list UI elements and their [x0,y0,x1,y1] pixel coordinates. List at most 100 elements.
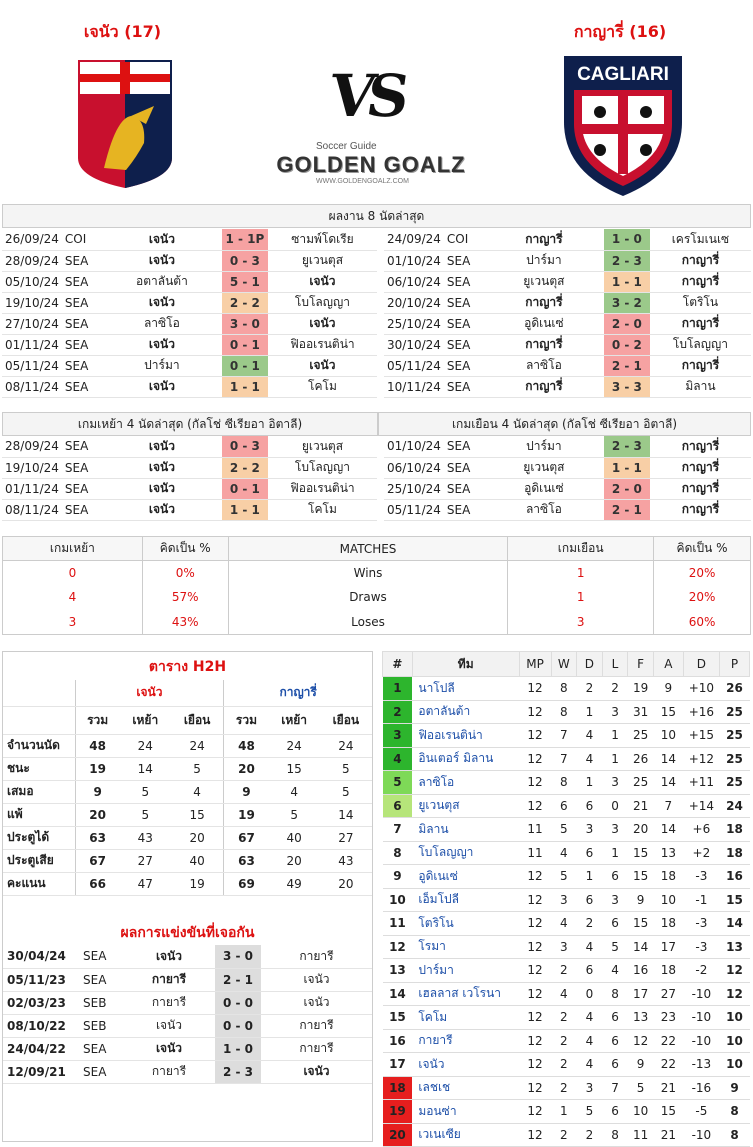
league-cell: 2 [551,1029,577,1053]
league-cell: 17 [653,935,684,959]
league-cell: 1 [602,841,628,865]
h2h-row: ชนะ 19 14 5 20 15 5 [3,757,372,781]
competition: SEA [443,292,484,314]
league-cell: 4 [602,958,628,983]
brand-small: Soccer Guide [316,141,377,152]
league-team: เวเนเซีย [412,1123,520,1147]
score: 2 - 2 [221,457,268,479]
league-cell: 15 [653,700,684,724]
match-date: 25/10/24 [384,478,444,500]
league-cell: -13 [683,1052,720,1077]
away-team: โบโลญญา [267,457,377,479]
league-cell: 15 [719,888,750,912]
match-date: 05/10/24 [2,271,62,293]
match-date: 01/10/24 [384,436,444,458]
league-cell: 12 [519,770,552,795]
league-team: ฟิออเรนติน่า [412,723,520,748]
h2h-cell: 69 [223,872,269,896]
match-date: 19/10/24 [2,457,62,479]
h2h-corner [3,680,76,707]
h2h-cell: 19 [223,803,269,827]
match-date: 28/09/24 [2,436,62,458]
league-cell: 12 [627,1029,654,1053]
match-row: 19/10/24 SEA เจนัว 2 - 2 โบโลญญา [2,292,377,314]
meet-date: 05/11/23 [3,968,79,992]
match-row: 20/10/24 SEA กาญารี่ 3 - 2 โตริโน [384,292,751,314]
league-cell: 8 [602,1123,628,1147]
summary-header: คิดเป็น % [653,536,751,561]
score: 3 - 3 [603,376,650,398]
h2h-cell: 24 [119,734,171,758]
match-date: 05/11/24 [384,499,444,521]
last4-away-table: 01/10/24 SEA ปาร์มา 2 - 3 กาญารี่ 06/10/24 SEA… [384,436,751,521]
match-date: 05/11/24 [384,355,444,377]
match-row: 24/09/24 COI กาญารี่ 1 - 0 เครโมเนเซ [384,229,751,251]
league-cell: 3 [551,935,577,959]
league-cell: 6 [602,1029,628,1053]
summary-cell: 43% [141,609,229,634]
meet-date: 12/09/21 [3,1060,79,1084]
h2h-cell: 19 [75,757,120,781]
h2h-cell: 9 [75,780,120,804]
league-cell: 19 [627,676,654,701]
league-cell: 6 [602,1099,628,1124]
h2h-cell: 24 [170,734,225,758]
meet-score: 1 - 0 [215,1037,261,1061]
summary-header: เกมเยือน [507,536,655,561]
h2h-cell: จำนวนนัด [3,734,76,758]
league-cell: 6 [602,911,628,936]
last4-away-title: เกมเยือน 4 นัดล่าสุด (กัลโช่ ซีเรียอา อิ… [378,412,751,436]
competition: SEA [443,313,484,335]
competition: SEA [443,376,484,398]
meet-score: 3 - 0 [215,945,261,969]
match-row: 05/10/24 SEA อตาลันต้า 5 - 1 เจนัว [2,271,377,293]
match-row: 01/11/24 SEA เจนัว 0 - 1 ฟิออเรนติน่า [2,334,377,356]
league-row: 15 โคโม 12 2 4 6 13 23 -10 10 [382,1005,750,1030]
meets-table: 30/04/24 SEA เจนัว 3 - 0 กายารี 05/11/23 SEA กา… [3,945,372,1084]
league-cell: 12 [519,888,552,912]
league-row: 8 โบโลญญา 11 4 6 1 15 13 +2 18 [382,841,750,865]
league-cell: -5 [683,1099,720,1124]
league-table: # ทีม MP W D L F A D P 1 นาโปลี 12 8 2 2 19 9 +10 26 2 อตาลัน… [382,651,750,1147]
h2h-cell: ชนะ [3,757,76,781]
h2h-cell: 14 [119,757,171,781]
league-cell: 9 [627,888,654,912]
home-team-title: เจนัว (17) [83,22,162,41]
match-row: 28/09/24 SEA เจนัว 0 - 3 ยูเวนตุส [2,250,377,272]
home-team: กาญารี่ [483,334,604,356]
league-cell: 22 [653,1052,684,1077]
summary-header: MATCHES [227,536,509,561]
meet-row: 12/09/21 SEA กายารี 2 - 3 เจนัว [3,1060,372,1084]
meet-competition: SEB [79,991,123,1015]
league-cell: 12 [519,794,552,818]
league-cell: 9 [719,1076,750,1100]
h2h-cell: 20 [170,826,225,850]
league-cell: 3 [602,888,628,912]
h2h-cell: 63 [75,826,120,850]
league-cell: 9 [653,676,684,701]
league-cell: +6 [683,817,720,842]
league-cell: 5 [551,817,577,842]
home-team: ปาร์มา [483,250,604,272]
match-date: 28/09/24 [2,250,62,272]
h2h-cell: 63 [223,849,269,873]
home-team: กาญารี่ [483,376,604,398]
summary-header: คิดเป็น % [141,536,229,561]
competition: SEA [443,457,484,479]
meet-home: กายารี [123,1060,215,1084]
league-cell: 6 [576,841,603,865]
league-team: อูดิเนเซ่ [412,864,520,889]
h2h-cell: 5 [170,757,225,781]
h2h-table: เจนัว กาญารี่ รวม เหย้า เยือน รวม เหย้า เยือน จำ… [3,680,372,896]
league-row: 1 นาโปลี 12 8 2 2 19 9 +10 26 [382,676,750,701]
match-row: 19/10/24 SEA เจนัว 2 - 2 โบโลญญา [2,457,377,479]
away-team: กาญารี่ [649,478,751,500]
summary-cell: 0% [141,560,229,585]
league-row: 14 เฮลลาส เวโรนา 12 4 0 8 17 27 -10 12 [382,982,750,1006]
league-cell: 3 [602,817,628,842]
score: 1 - 1 [603,457,650,479]
league-cell: 12 [519,911,552,936]
league-cell: +15 [683,723,720,748]
score: 1 - 1 [221,499,268,521]
match-row: 26/09/24 COI เจนัว 1 - 1P ซามพ์โดเรีย [2,229,377,251]
